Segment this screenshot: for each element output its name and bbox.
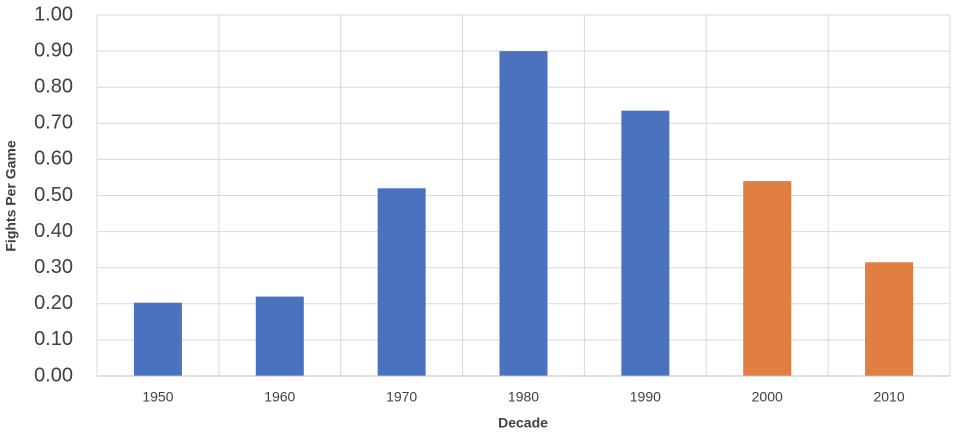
y-tick-label: 0.00: [34, 364, 73, 386]
x-tick-label: 2000: [752, 389, 783, 405]
x-tick-label: 1990: [630, 389, 661, 405]
x-tick-label: 1970: [386, 389, 417, 405]
y-tick-label: 0.40: [34, 220, 73, 242]
y-tick-label: 0.80: [34, 75, 73, 97]
y-tick-label: 0.10: [34, 328, 73, 350]
bar: [743, 181, 792, 376]
bar: [133, 302, 182, 376]
bar: [499, 51, 548, 376]
x-tick-label: 2010: [873, 389, 904, 405]
y-tick-label: 0.50: [34, 184, 73, 206]
y-tick-label: 0.30: [34, 256, 73, 278]
bar: [255, 296, 304, 376]
y-tick-label: 0.60: [34, 148, 73, 170]
y-tick-label: 1.00: [34, 3, 73, 25]
y-tick-label: 0.90: [34, 39, 73, 61]
x-axis-title: Decade: [498, 415, 548, 431]
y-axis-title: Fights Per Game: [3, 140, 19, 251]
x-tick-label: 1960: [264, 389, 295, 405]
bar: [865, 262, 914, 376]
y-tick-label: 0.70: [34, 112, 73, 134]
bar: [377, 188, 426, 376]
y-tick-label: 0.20: [34, 292, 73, 314]
x-tick-label: 1980: [508, 389, 539, 405]
bar: [621, 110, 670, 376]
x-tick-label: 1950: [142, 389, 173, 405]
